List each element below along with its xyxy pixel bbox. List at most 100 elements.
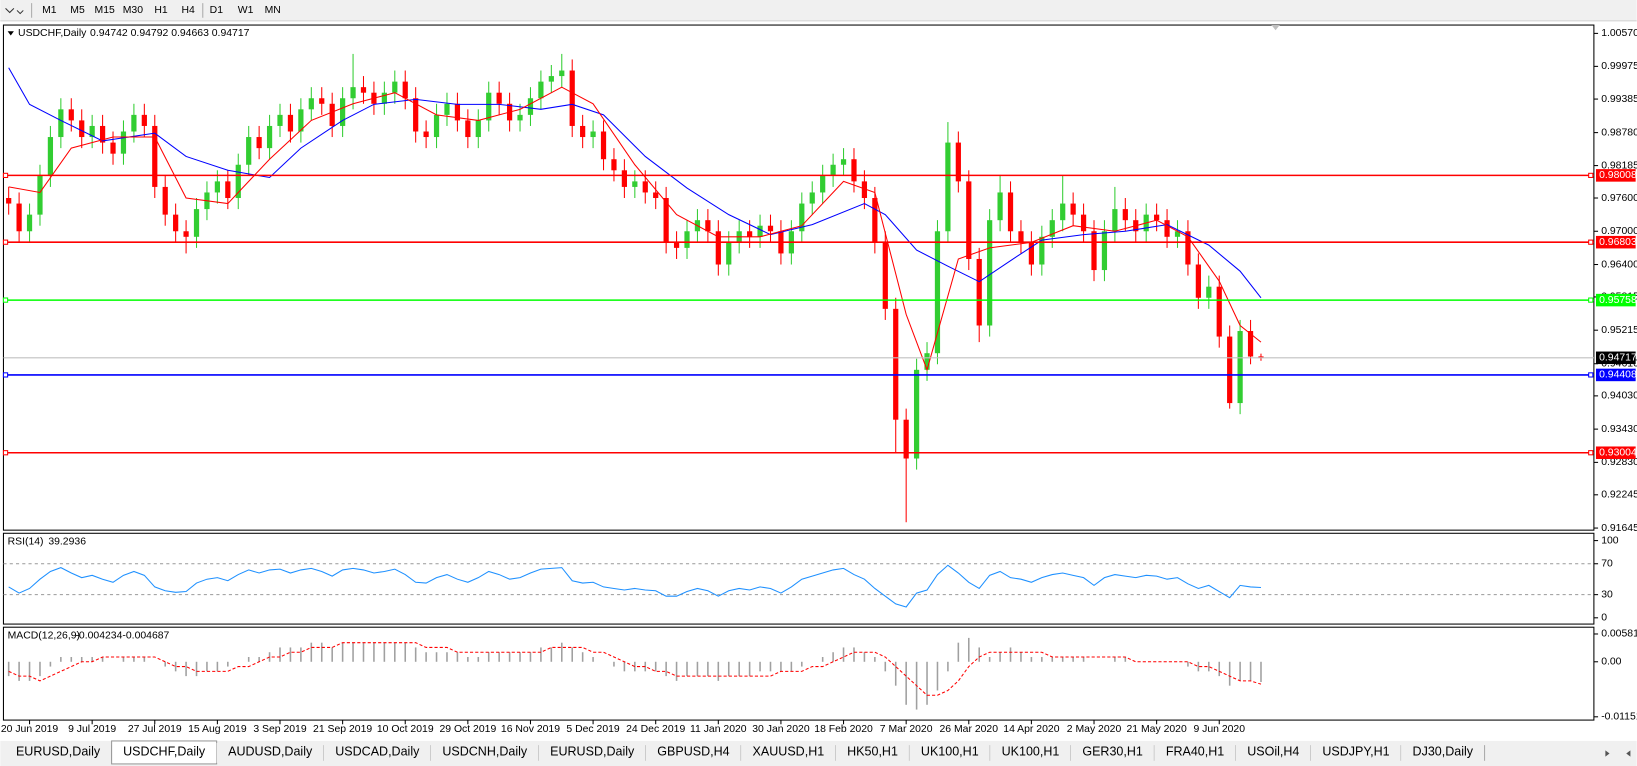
tab-background[interactable] bbox=[1070, 743, 1155, 763]
tab[interactable]: USDJPY,H1 bbox=[1322, 745, 1389, 759]
candle-body bbox=[663, 198, 669, 243]
level-label: 0.98008 bbox=[1599, 170, 1637, 181]
level-handle[interactable] bbox=[1588, 450, 1594, 456]
tab-background[interactable] bbox=[645, 743, 742, 763]
level-handle[interactable] bbox=[1588, 239, 1594, 245]
menu-arrow[interactable] bbox=[7, 31, 14, 36]
candle-body bbox=[945, 142, 951, 232]
tab-background[interactable] bbox=[835, 743, 910, 763]
timeframe-button[interactable]: D1 bbox=[210, 5, 224, 16]
level-handle[interactable] bbox=[2, 297, 9, 303]
tab[interactable]: EURUSD,Daily bbox=[16, 745, 101, 759]
timeframe-button[interactable]: M30 bbox=[123, 5, 143, 16]
tab[interactable]: HK50,H1 bbox=[847, 745, 898, 759]
macd-signal bbox=[8, 642, 1262, 696]
tab[interactable]: UK100,H1 bbox=[1002, 745, 1060, 759]
tab-background[interactable] bbox=[216, 743, 324, 763]
candle-body bbox=[486, 92, 492, 121]
toolbar-icon[interactable] bbox=[5, 7, 24, 15]
candle-body bbox=[26, 214, 33, 232]
x-tick-label: 15 Aug 2019 bbox=[188, 724, 247, 735]
tab[interactable]: GER30,H1 bbox=[1082, 745, 1143, 759]
level-handle[interactable] bbox=[2, 450, 9, 456]
tab-background[interactable] bbox=[430, 743, 539, 763]
tab[interactable]: UK100,H1 bbox=[921, 745, 979, 759]
candle-body bbox=[903, 419, 909, 459]
candle-body bbox=[726, 242, 732, 265]
candle-body bbox=[997, 192, 1003, 221]
timeframe-button[interactable]: H1 bbox=[154, 5, 168, 16]
candle-body bbox=[1018, 231, 1024, 243]
chart-title: USDCHF,Daily bbox=[18, 28, 87, 39]
x-tick-label: 21 Sep 2019 bbox=[313, 724, 372, 735]
candle-body bbox=[47, 137, 54, 176]
tab[interactable]: FRA40,H1 bbox=[1166, 745, 1224, 759]
candle-body bbox=[976, 258, 982, 326]
tab[interactable]: AUDUSD,Daily bbox=[228, 745, 313, 759]
timeframe-button[interactable]: MN bbox=[265, 5, 281, 16]
y-tick-label: 0.97600 bbox=[1601, 193, 1637, 204]
tab-background[interactable] bbox=[1154, 743, 1236, 763]
tab-background[interactable] bbox=[990, 743, 1071, 763]
candle-body bbox=[1080, 214, 1087, 232]
tab[interactable]: USDCNH,Daily bbox=[442, 745, 528, 759]
candle-body bbox=[1122, 209, 1128, 221]
x-tick-label: 5 Dec 2019 bbox=[566, 724, 620, 735]
level-handle[interactable] bbox=[2, 372, 9, 378]
level-handle[interactable] bbox=[1588, 372, 1594, 378]
macd-value: -0.004234 bbox=[75, 630, 122, 641]
candle-body bbox=[152, 125, 158, 187]
level-handle[interactable] bbox=[2, 239, 9, 245]
candle-body bbox=[1112, 209, 1118, 232]
tab-background[interactable] bbox=[1235, 743, 1311, 763]
tab[interactable]: USOil,H4 bbox=[1247, 745, 1299, 759]
candle-body bbox=[559, 70, 565, 77]
candle-body bbox=[1154, 214, 1160, 221]
tab-background[interactable] bbox=[323, 743, 431, 763]
candle-body bbox=[830, 164, 836, 176]
tab[interactable]: GBPUSD,H4 bbox=[657, 745, 729, 759]
level-handle[interactable] bbox=[1588, 172, 1594, 179]
tab[interactable]: XAUUSD,H1 bbox=[753, 745, 825, 759]
candle-body bbox=[454, 103, 461, 121]
tab-background[interactable] bbox=[538, 743, 646, 763]
tab-background[interactable] bbox=[1310, 743, 1402, 763]
timeframe-button[interactable]: H4 bbox=[182, 5, 196, 16]
level-handle[interactable] bbox=[1588, 297, 1594, 303]
tab-background[interactable] bbox=[1401, 743, 1485, 763]
y-tick-label: 0.99975 bbox=[1601, 61, 1637, 72]
tab-background[interactable] bbox=[4, 743, 112, 763]
candle-body bbox=[1060, 203, 1066, 221]
tab-background[interactable] bbox=[909, 743, 991, 763]
candle-body bbox=[548, 76, 554, 82]
candle-body bbox=[475, 120, 481, 138]
tab[interactable]: USDCHF,Daily bbox=[123, 745, 206, 759]
tab[interactable]: EURUSD,Daily bbox=[550, 745, 635, 759]
y-tick-label: 0.98185 bbox=[1601, 160, 1637, 171]
candle-body bbox=[1174, 231, 1181, 237]
tab[interactable]: DJ30,Daily bbox=[1413, 745, 1474, 759]
candle-body bbox=[924, 353, 930, 370]
timeframe-button[interactable]: M15 bbox=[95, 5, 115, 16]
candle-body bbox=[882, 242, 888, 309]
x-tick-label: 14 Apr 2020 bbox=[1003, 724, 1059, 735]
candle-body bbox=[809, 192, 815, 204]
tab[interactable]: USDCAD,Daily bbox=[335, 745, 420, 759]
timeframe-button[interactable]: W1 bbox=[238, 5, 254, 16]
x-tick-label: 7 Mar 2020 bbox=[880, 724, 933, 735]
candle-body bbox=[527, 98, 534, 115]
candle-body bbox=[173, 214, 179, 232]
moving-average bbox=[8, 67, 1262, 299]
timeframe-button[interactable]: M5 bbox=[70, 5, 85, 16]
y-tick-label: 0.92245 bbox=[1601, 490, 1637, 501]
tab-background[interactable] bbox=[741, 743, 836, 763]
candle-body bbox=[162, 186, 168, 215]
candle-body bbox=[955, 142, 961, 182]
candle-body bbox=[402, 81, 408, 99]
level-handle[interactable] bbox=[2, 172, 9, 179]
x-tick-label: 9 Jul 2019 bbox=[68, 724, 116, 735]
timeframe-button[interactable]: M1 bbox=[42, 5, 57, 16]
x-tick-label: 21 May 2020 bbox=[1126, 724, 1186, 735]
y-tick-label: 0.97000 bbox=[1601, 226, 1637, 237]
y-tick-label: 0.93430 bbox=[1601, 424, 1637, 435]
